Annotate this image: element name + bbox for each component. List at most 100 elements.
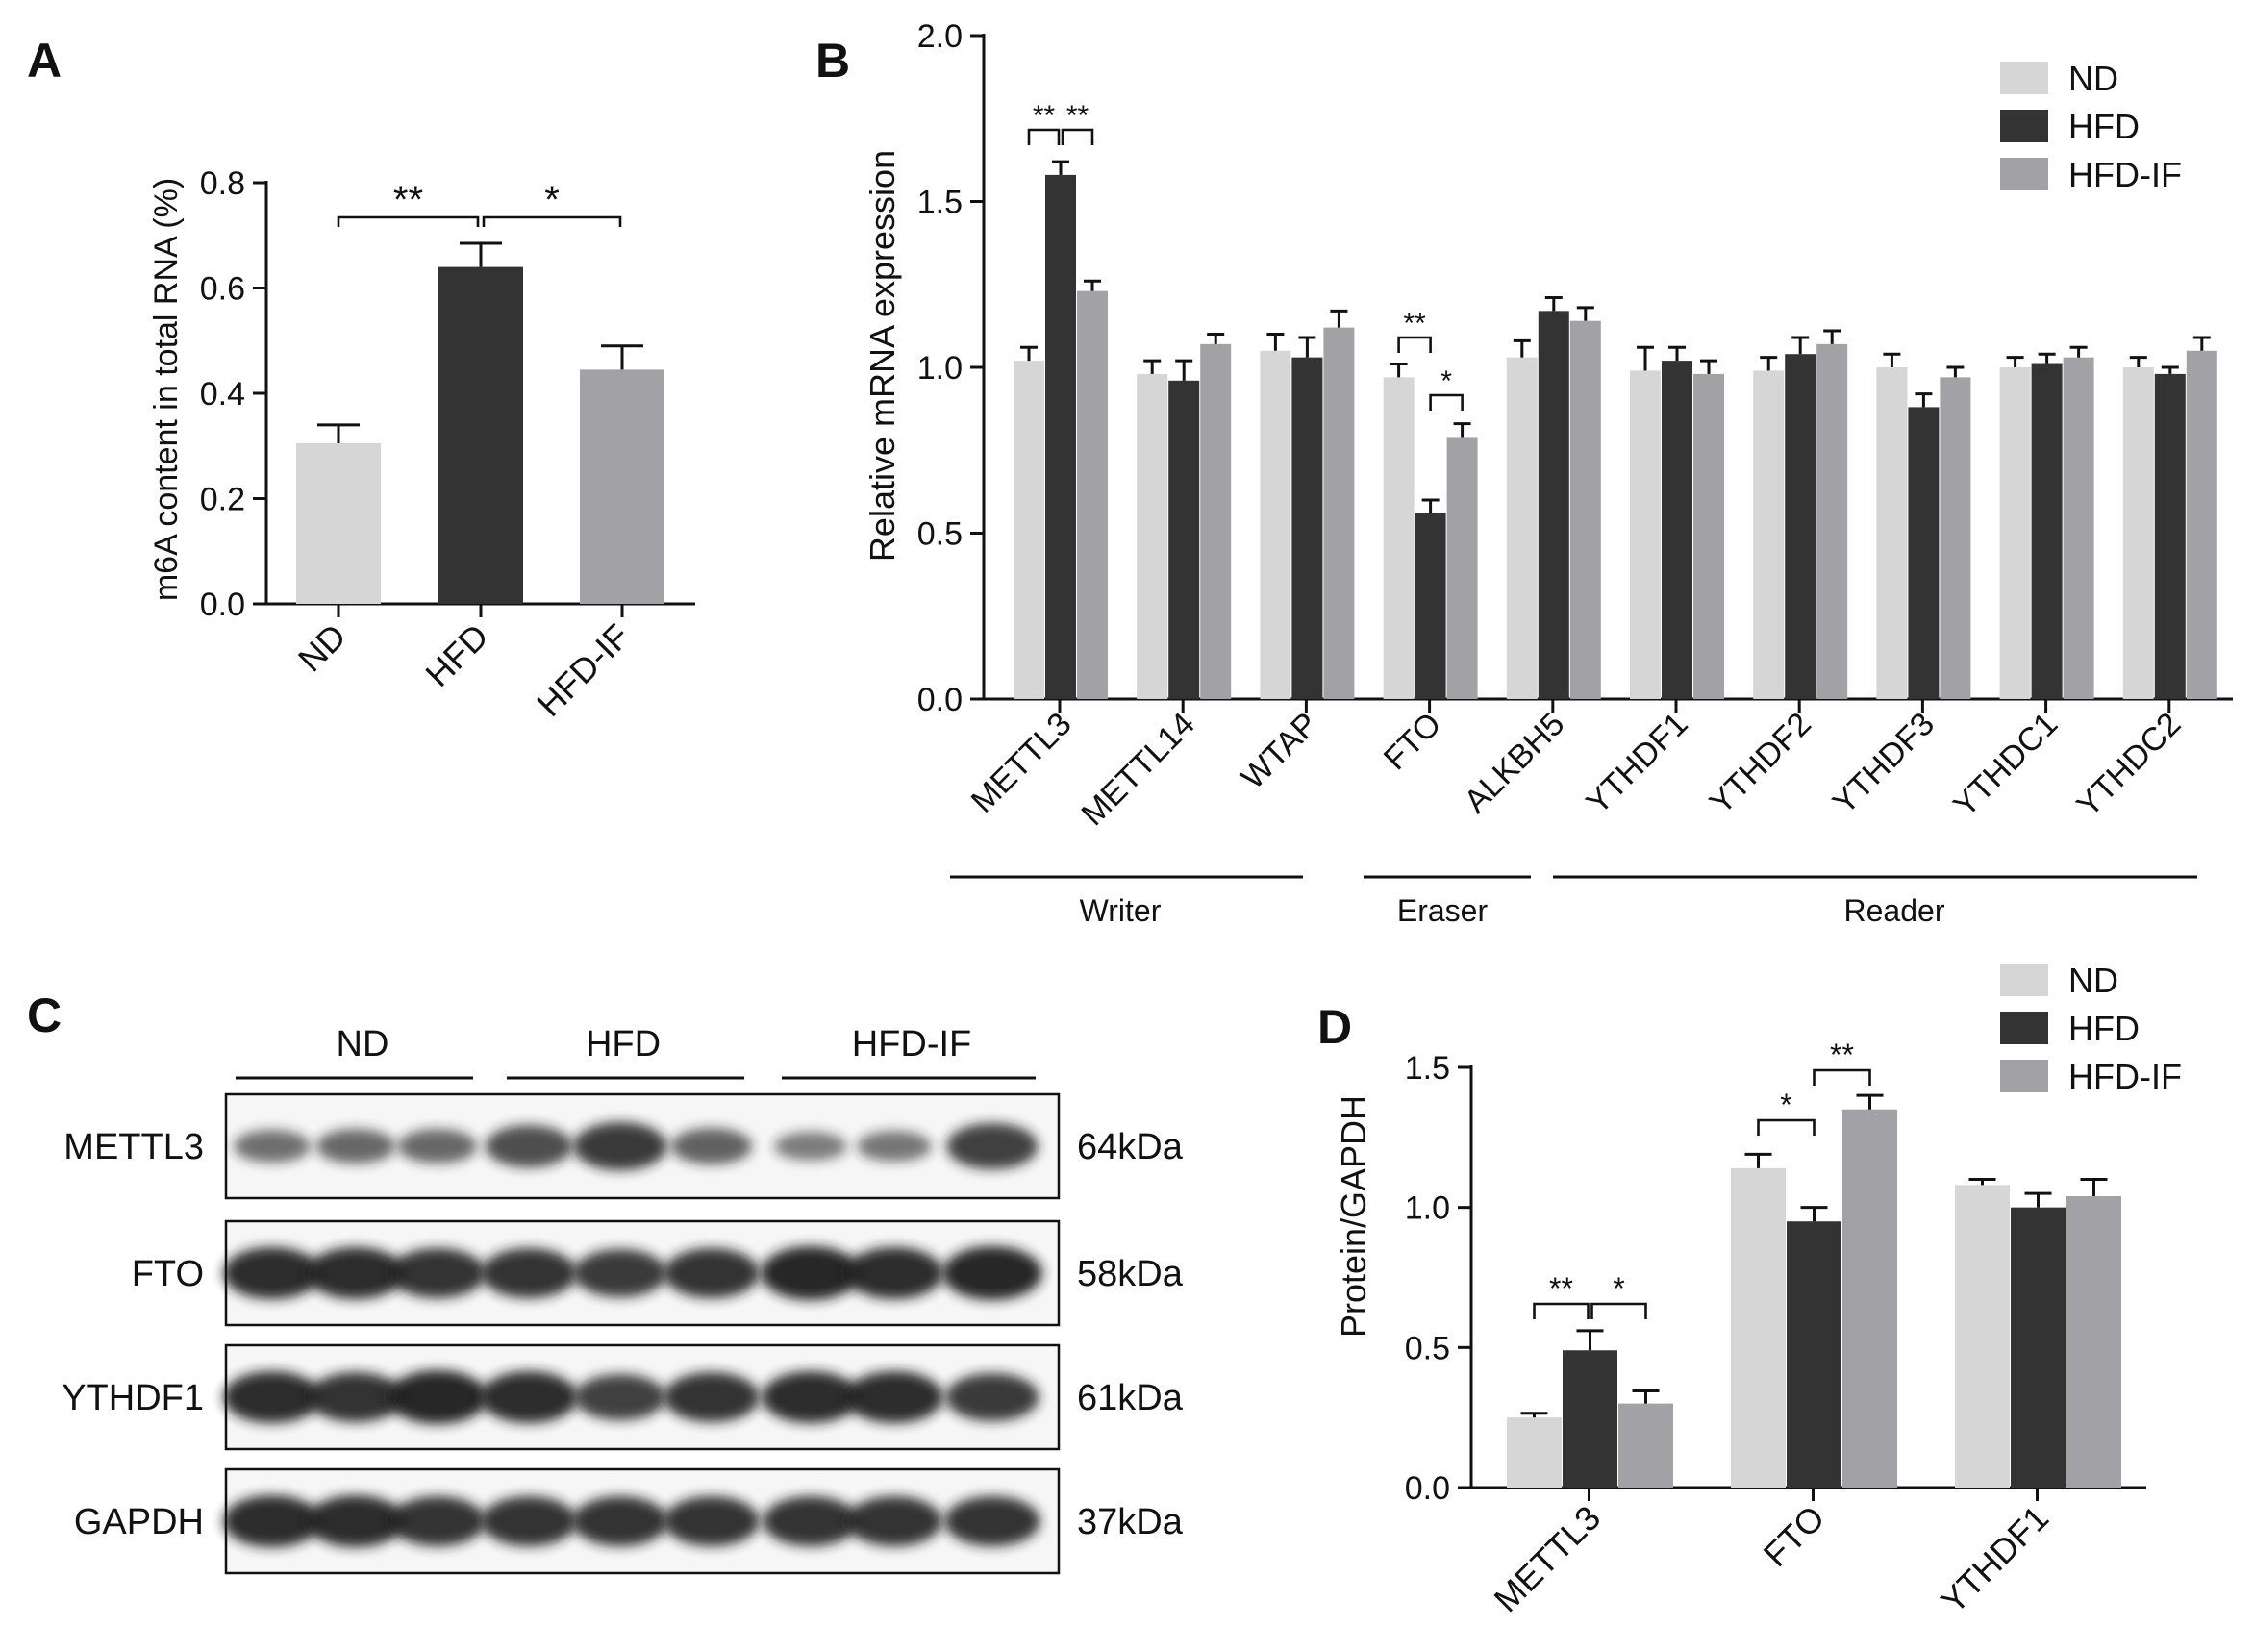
blot-band bbox=[485, 1125, 573, 1167]
blot-band bbox=[846, 1496, 942, 1546]
blot-band bbox=[572, 1496, 668, 1546]
bar-hfd-if bbox=[580, 369, 664, 604]
blot-band bbox=[307, 1247, 405, 1299]
bar-ythdf1-nd bbox=[1955, 1185, 2010, 1488]
x-tick-label: YTHDF1 bbox=[1933, 1498, 2056, 1621]
bar-fto-hfd-if bbox=[1842, 1109, 1897, 1488]
sig-fto-nd-hfd-label: * bbox=[1780, 1088, 1791, 1122]
sig-mettl3-nd-hfd-label: ** bbox=[1549, 1271, 1573, 1306]
blot-protein-label-mettl3: METTL3 bbox=[63, 1127, 204, 1167]
bar-hfd bbox=[438, 266, 523, 604]
legend-swatch-hfd-if bbox=[2000, 158, 2048, 190]
bar-fto-hfd-if bbox=[1446, 437, 1478, 699]
bar-ythdc1-nd bbox=[1999, 367, 2031, 699]
group-label-reader: Reader bbox=[1844, 893, 1945, 928]
legend-swatch-hfd bbox=[2000, 1012, 2048, 1044]
bar-fto-hfd bbox=[1415, 513, 1446, 699]
blot-protein-label-fto: FTO bbox=[132, 1254, 204, 1294]
bar-ythdc2-hfd-if bbox=[2186, 350, 2217, 699]
bar-wtap-nd bbox=[1260, 350, 1291, 699]
sig-hfd-hfdif-label: * bbox=[544, 179, 560, 221]
sig-fto-hfd-hfdif-bracket bbox=[1813, 1068, 1871, 1086]
panel-label-d: D bbox=[1317, 1000, 1352, 1054]
legend-swatch-hfd bbox=[2000, 110, 2048, 142]
blot-band bbox=[223, 1371, 321, 1423]
y-tick-label: 0.0 bbox=[1405, 1470, 1450, 1507]
bar-ythdf3-hfd-if bbox=[1940, 377, 1971, 699]
panel-b-y-axis-label: Relative mRNA expression bbox=[863, 150, 902, 562]
blot-band bbox=[389, 1496, 486, 1546]
x-tick-label: YTHDC1 bbox=[1946, 706, 2065, 824]
sig-hfd-hfdif-bracket bbox=[482, 215, 622, 227]
bar-mettl3-hfd bbox=[1045, 174, 1076, 699]
bar-ythdf3-hfd bbox=[1908, 407, 1940, 699]
bar-mettl14-nd bbox=[1137, 373, 1168, 699]
panel-a-y-axis-label: m6A content in total RNA (%) bbox=[148, 178, 185, 601]
bar-ythdf1-hfd bbox=[1662, 361, 1692, 699]
blot-band bbox=[845, 1371, 943, 1423]
x-tick-label: HFD bbox=[417, 616, 495, 694]
panel-d-chart: Protein/GAPDH 0.0 0.5 1.0 1.5 METTL3 FTO YTHDF… bbox=[1334, 961, 2182, 1621]
x-tick-label: YTHDF1 bbox=[1579, 706, 1694, 821]
blot-band bbox=[670, 1128, 753, 1164]
bar-ythdf3-nd bbox=[1876, 367, 1908, 699]
group-label-writer: Writer bbox=[1080, 893, 1162, 928]
sig-fto-nd-hfd-bracket bbox=[1757, 1118, 1816, 1136]
bar-mettl3-hfd-if bbox=[1618, 1403, 1673, 1488]
bar-ythdf1-nd bbox=[1630, 370, 1661, 699]
bar-wtap-hfd-if bbox=[1323, 327, 1355, 699]
x-tick-label: YTHDF3 bbox=[1826, 706, 1941, 821]
x-tick-label: YTHDC2 bbox=[2069, 706, 2188, 824]
blot-band bbox=[774, 1132, 847, 1161]
legend-label-hfd-if: HFD-IF bbox=[2068, 155, 2182, 194]
sig-mettl3-nd-hfd-bracket bbox=[1533, 1302, 1590, 1319]
blot-group-label-hfd: HFD bbox=[586, 1024, 661, 1064]
y-tick-label: 1.5 bbox=[917, 185, 963, 221]
blot-protein-label-ythdf1: YTHDF1 bbox=[62, 1378, 204, 1418]
legend-label-hfd-if: HFD-IF bbox=[2068, 1057, 2182, 1096]
sig-mettl3-hfd-hfdif-label: * bbox=[1613, 1271, 1624, 1306]
sig-mettl3-hfd-hfdif-bracket bbox=[1061, 128, 1094, 145]
blot-band bbox=[234, 1130, 311, 1163]
blot-group-label-hfd-if: HFD-IF bbox=[852, 1024, 972, 1064]
blot-band bbox=[762, 1371, 860, 1423]
sig-fto-hfd-hfdif-bracket bbox=[1429, 393, 1464, 411]
bar-ythdf1-hfd-if bbox=[2066, 1196, 2121, 1488]
blot-band bbox=[946, 1123, 1039, 1169]
panel-label-b: B bbox=[815, 34, 850, 88]
y-tick-label: 0.4 bbox=[200, 376, 245, 413]
bar-mettl3-nd bbox=[1507, 1417, 1562, 1488]
bar-nd bbox=[296, 443, 381, 604]
bar-fto-nd bbox=[1731, 1167, 1786, 1488]
blot-band bbox=[664, 1248, 760, 1298]
panel-d-y-axis-label: Protein/GAPDH bbox=[1334, 1095, 1373, 1338]
blot-band bbox=[223, 1247, 321, 1299]
y-tick-label: 0.0 bbox=[200, 587, 245, 623]
blot-size-label-ythdf1: 61kDa bbox=[1077, 1378, 1184, 1418]
legend-swatch-nd bbox=[2000, 62, 2048, 94]
bar-mettl3-hfd-if bbox=[1077, 290, 1108, 699]
x-tick-label: FTO bbox=[1756, 1498, 1832, 1574]
bar-alkbh5-nd bbox=[1506, 357, 1538, 699]
bar-mettl3-nd bbox=[1014, 361, 1044, 699]
blot-band bbox=[481, 1496, 577, 1546]
x-tick-label: METTL14 bbox=[1074, 706, 1201, 833]
bar-ythdc1-hfd-if bbox=[2063, 357, 2094, 699]
x-tick-label: WTAP bbox=[1235, 706, 1326, 797]
blot-band bbox=[573, 1249, 667, 1297]
sig-fto-hfd-hfdif-label: ** bbox=[1830, 1038, 1854, 1072]
sig-mettl3-hfd-hfdif-bracket bbox=[1590, 1302, 1647, 1319]
legend-label-nd: ND bbox=[2068, 59, 2118, 98]
y-tick-label: 2.0 bbox=[917, 18, 963, 55]
blot-band bbox=[573, 1122, 667, 1170]
blot-band bbox=[308, 1372, 404, 1422]
blot-band bbox=[763, 1496, 859, 1546]
blot-band bbox=[316, 1129, 395, 1164]
legend-label-hfd: HFD bbox=[2068, 1009, 2140, 1048]
y-tick-label: 0.0 bbox=[917, 682, 963, 718]
blot-band bbox=[481, 1248, 577, 1298]
blot-band bbox=[857, 1131, 932, 1162]
bar-ythdc2-nd bbox=[2122, 367, 2154, 699]
blot-band bbox=[398, 1129, 477, 1164]
